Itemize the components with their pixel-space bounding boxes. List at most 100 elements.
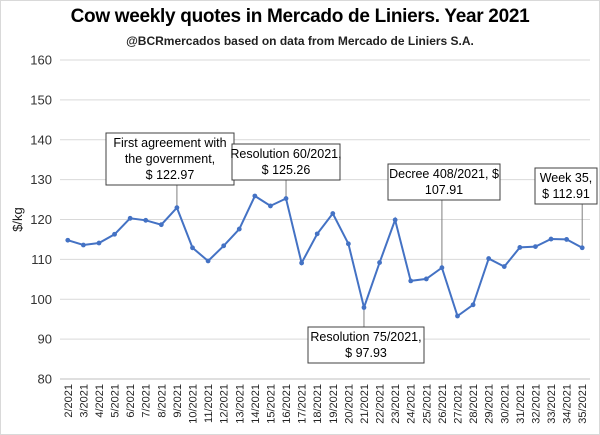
x-tick-label: 4/2021 [94, 384, 106, 418]
data-point [564, 237, 570, 242]
x-tick-label: 10/2021 [188, 384, 200, 424]
x-tick-label: 6/2021 [125, 384, 137, 418]
data-point [517, 245, 523, 250]
data-point [548, 236, 554, 242]
data-point [299, 260, 305, 266]
y-tick-label: 160 [30, 53, 52, 68]
x-tick-label: 27/2021 [453, 384, 465, 424]
data-point [221, 243, 227, 249]
data-point [533, 244, 538, 250]
y-tick-label: 140 [30, 132, 52, 147]
annotation-callout: Resolution 60/2021, $ 125.26 [230, 143, 342, 181]
data-point [330, 211, 336, 216]
data-point [96, 240, 102, 246]
data-point [158, 222, 164, 228]
data-point [439, 265, 445, 271]
annotation-box [534, 167, 598, 205]
data-point [283, 196, 289, 201]
x-tick-label: 31/2021 [515, 384, 527, 424]
annotation-text: Resolution 75/2021, [310, 330, 421, 344]
data-point [423, 276, 429, 282]
y-tick-label: 110 [31, 252, 52, 267]
data-points [65, 193, 585, 319]
data-point [501, 264, 507, 269]
x-tick-label: 24/2021 [406, 384, 418, 424]
annotation-text: 107.91 [425, 183, 463, 197]
x-tick-label: 9/2021 [172, 384, 184, 418]
x-tick-label: 33/2021 [546, 384, 558, 424]
y-axis-label: $/kg [10, 207, 25, 232]
annotation-text: Resolution 60/2021, [230, 147, 341, 161]
data-point [80, 242, 86, 248]
data-point [174, 205, 180, 211]
data-point [579, 245, 585, 251]
data-point [112, 231, 117, 237]
x-tick-label: 16/2021 [281, 384, 293, 424]
chart-subtitle: @BCRmercados based on data from Mercado … [126, 34, 474, 48]
y-tick-label: 120 [30, 212, 52, 227]
annotation-text: $ 112.91 [542, 187, 590, 201]
x-tick-label: 32/2021 [530, 384, 542, 424]
y-tick-label: 150 [30, 92, 52, 107]
data-point [361, 305, 367, 310]
data-point [392, 217, 398, 223]
annotation-text: $ 122.97 [146, 168, 195, 182]
annotations: First agreement with the government, $ 122… [105, 132, 598, 364]
annotation-leaders [176, 180, 583, 327]
y-tick-label: 80 [38, 372, 52, 387]
annotation-callout: Decree 408/2021, $ 107.91 [387, 163, 501, 201]
x-tick-label: 8/2021 [156, 384, 168, 418]
data-point [236, 226, 242, 232]
data-point [408, 278, 414, 284]
x-tick-label: 5/2021 [110, 384, 122, 418]
data-point [377, 260, 382, 265]
y-tick-label: 100 [30, 292, 52, 307]
annotation-box [307, 326, 425, 364]
x-tick-label: 19/2021 [328, 384, 340, 424]
x-tick-label: 25/2021 [421, 384, 433, 424]
x-tick-label: 35/2021 [577, 384, 589, 424]
y-tick-label: 130 [30, 172, 52, 187]
annotation-callout: Week 35, $ 112.91 [534, 167, 598, 205]
x-tick-label: 15/2021 [265, 384, 277, 424]
data-point [345, 241, 351, 247]
x-tick-label: 21/2021 [359, 384, 371, 424]
annotation-text: $ 97.93 [345, 346, 387, 360]
x-tick-label: 3/2021 [78, 384, 90, 418]
annotation-box [387, 163, 501, 201]
annotation-text: the government, [125, 152, 215, 166]
annotation-text: $ 125.26 [262, 163, 311, 177]
series-line [67, 194, 583, 318]
x-tick-label: 30/2021 [499, 384, 511, 424]
y-tick-label: 90 [38, 332, 52, 347]
data-point [455, 313, 460, 319]
x-tick-label: 7/2021 [141, 384, 153, 418]
annotation-callout: First agreement with the government, $ 122… [105, 132, 235, 186]
data-point [127, 215, 133, 221]
x-tick-label: 23/2021 [390, 384, 402, 424]
x-tick-label: 18/2021 [312, 384, 324, 424]
data-point [205, 258, 211, 264]
x-tick-label: 20/2021 [343, 384, 355, 424]
x-tick-label: 29/2021 [484, 384, 496, 424]
annotation-callout: Resolution 75/2021, $ 97.93 [307, 326, 425, 364]
y-axis-ticks: 80 90 100 110 120 130 140 150 160 [30, 53, 52, 387]
data-point [190, 245, 195, 251]
annotation-text: Week 35, [540, 171, 593, 185]
data-point [143, 217, 149, 223]
data-point [314, 231, 320, 237]
chart-title: Cow weekly quotes in Mercado de Liniers.… [70, 6, 530, 27]
x-tick-label: 14/2021 [250, 384, 262, 424]
annotation-box [105, 132, 235, 186]
x-tick-label: 28/2021 [468, 384, 480, 424]
x-tick-label: 13/2021 [234, 384, 246, 424]
data-point [65, 237, 71, 243]
x-tick-label: 22/2021 [375, 384, 387, 424]
data-point [268, 203, 273, 209]
x-tick-label: 2/2021 [63, 384, 75, 418]
annotation-text: First agreement with [113, 136, 226, 150]
annotation-text: Decree 408/2021, $ [389, 167, 499, 181]
data-point [486, 256, 492, 261]
